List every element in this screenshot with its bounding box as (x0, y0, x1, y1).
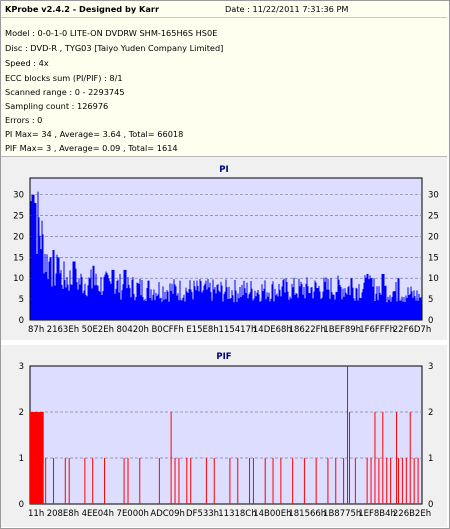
pi-y-tick-right: 10 (428, 274, 439, 284)
pi-y-tick-left: 25 (13, 212, 24, 222)
pif-x-tick-label: 7E000h (117, 509, 149, 519)
pif-y-tick-right: 3 (428, 362, 433, 372)
pif-summary-line: PIF Max= 3 , Average= 0.09 , Total= 1614 (5, 143, 178, 153)
scan-date: Date : 11/22/2011 7:31:36 PM (225, 4, 349, 14)
pif-y-tick-right: 0 (428, 500, 433, 510)
pif-plot-area (29, 365, 423, 505)
pi-x-tick-label: 50E2Eh (82, 325, 114, 335)
pif-x-tick-label: 208E8h (47, 509, 79, 519)
pi-x-tick-label: 1BEF89h (323, 325, 361, 335)
title-divider (1, 17, 447, 18)
pif-panel: PIF 0 0 1 1 2 2 3 3 11h 208E8h 4EE04h 7E000h ADC09h D… (1, 345, 447, 527)
pi-x-tick-label: 87h (28, 325, 44, 335)
pif-chart: 0 0 1 1 2 2 3 3 11h 208E8h 4EE04h 7E000h ADC09h DF533… (19, 362, 434, 519)
pi-chart-title: PI (219, 165, 229, 175)
pi-y-tick-left: 10 (13, 274, 24, 284)
pif-x-tick-label: DF533h (186, 509, 219, 519)
pif-x-tick-label: 1EF8B4h (358, 509, 396, 519)
speed-line: Speed : 4x (5, 58, 49, 68)
pif-y-tick-left: 3 (19, 362, 24, 372)
model-line: Model : 0-0-1-0 LITE-ON DVDRW SHM-165H6S… (5, 28, 218, 38)
pi-x-tick-label: B0CFFh (151, 325, 183, 335)
pi-y-tick-left: 30 (13, 191, 24, 201)
pif-x-tick-label: ADC09h (150, 509, 185, 519)
pi-x-tick-label: 14DE68h (253, 325, 292, 335)
pif-y-tick-left: 0 (19, 500, 24, 510)
app-title: KProbe v2.4.2 - Designed by Karr (5, 4, 159, 14)
pif-y-tick-left: 1 (19, 454, 24, 464)
pi-x-tick-label: 2163Eh (47, 325, 79, 335)
disc-line: Disc : DVD-R , TYG03 [Taiyo Yuden Compan… (5, 43, 224, 53)
pif-x-tick-label: 14B00Eh (253, 509, 291, 519)
pi-x-tick-label: 18622Fh (289, 325, 326, 335)
pif-x-tick-label: 11318Ch (218, 509, 256, 519)
pi-panel: PI 0 0 5 5 10 10 15 15 20 20 25 25 30 30 87h 2163Eh 50E2… (1, 157, 447, 340)
pif-x-tick-label: 181566h (288, 509, 326, 519)
pif-x-tick-label: 11h (28, 509, 44, 519)
pi-x-tick-label: 115417h (219, 325, 257, 335)
pi-y-tick-left: 20 (13, 232, 24, 242)
pi-x-tick-label: 1F6FFFh (359, 325, 395, 335)
pi-x-tick-label: 22F6D7h (393, 325, 431, 335)
pi-chart: 0 0 5 5 10 10 15 15 20 20 25 25 30 30 87h 2163Eh 50E2Eh 8… (13, 177, 439, 335)
scanned-range-line: Scanned range : 0 - 2293745 (5, 87, 125, 97)
pi-y-tick-left: 15 (13, 253, 24, 263)
pi-y-tick-right: 5 (428, 295, 433, 305)
sampling-count-line: Sampling count : 126976 (5, 101, 109, 111)
pi-y-tick-right: 30 (428, 191, 439, 201)
ecc-line: ECC blocks sum (PI/PIF) : 8/1 (5, 73, 123, 83)
pi-summary-line: PI Max= 34 , Average= 3.64 , Total= 6601… (5, 129, 184, 139)
pi-y-tick-right: 0 (428, 316, 433, 326)
pif-chart-title: PIF (216, 352, 232, 362)
pif-x-tick-label: 226B2Eh (393, 509, 431, 519)
pi-y-tick-left: 0 (19, 316, 24, 326)
pi-x-tick-label: E15E8h (186, 325, 218, 335)
pi-y-tick-left: 5 (19, 295, 24, 305)
errors-line: Errors : 0 (5, 115, 43, 125)
pi-y-tick-right: 15 (428, 253, 439, 263)
pi-y-tick-right: 25 (428, 212, 439, 222)
pif-y-tick-right: 2 (428, 408, 433, 418)
pi-y-tick-right: 20 (428, 232, 439, 242)
pif-dense-bars (30, 412, 44, 504)
pif-y-tick-left: 2 (19, 408, 24, 418)
pif-x-tick-label: 1B8775h (323, 509, 361, 519)
info-panel: KProbe v2.4.2 - Designed by Karr Date : … (1, 1, 447, 157)
pif-y-tick-right: 1 (428, 454, 433, 464)
pi-x-tick-label: 80420h (117, 325, 149, 335)
pif-x-tick-label: 4EE04h (82, 509, 114, 519)
